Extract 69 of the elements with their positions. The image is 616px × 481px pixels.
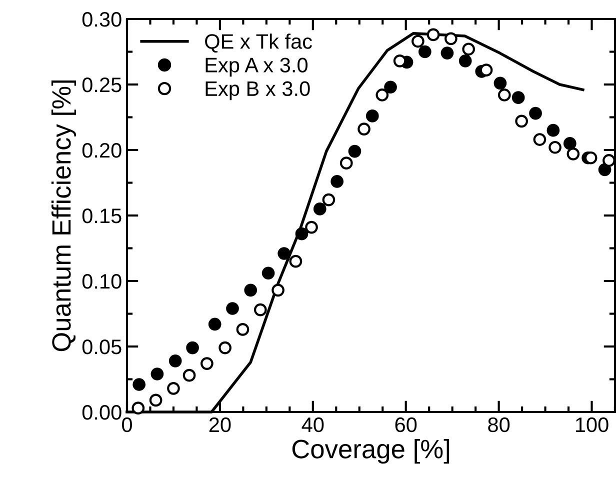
point <box>566 148 580 160</box>
x-axis-title: Coverage [%] <box>292 439 450 464</box>
point <box>366 110 379 122</box>
point <box>322 193 336 206</box>
point <box>426 28 440 42</box>
point <box>289 254 302 268</box>
point <box>376 88 389 102</box>
point <box>330 175 344 188</box>
y-axis-title: Quantum Efficiency [%] <box>51 80 76 352</box>
point <box>167 382 180 395</box>
point <box>529 106 542 120</box>
point <box>226 302 239 315</box>
point <box>313 202 326 216</box>
legend-label: QE x Tk fac <box>205 34 312 53</box>
point <box>598 163 612 176</box>
y-tick-label: 0.30 <box>82 12 122 27</box>
point <box>480 64 493 77</box>
point <box>218 341 232 354</box>
point <box>262 266 275 280</box>
point <box>182 368 196 382</box>
x-tick-label: 100 <box>576 417 608 432</box>
y-tick-label: 0.20 <box>82 143 122 158</box>
y-tick-label: 0.05 <box>82 340 122 354</box>
point <box>278 247 291 260</box>
x-tick-label: 20 <box>209 417 231 432</box>
point <box>340 156 353 170</box>
point <box>295 227 308 240</box>
y-tick-label: 0.10 <box>82 274 122 289</box>
y-tick-label: 0.15 <box>82 208 122 224</box>
point <box>512 91 525 104</box>
point <box>208 318 222 331</box>
point <box>444 32 458 46</box>
point <box>348 144 362 158</box>
x-tick-label: 40 <box>302 417 324 432</box>
point <box>132 378 146 391</box>
point <box>150 368 164 380</box>
point <box>498 88 511 102</box>
point <box>168 354 182 368</box>
point <box>393 54 406 68</box>
point <box>418 45 432 58</box>
point <box>200 357 214 370</box>
point <box>358 122 370 136</box>
point <box>244 284 258 297</box>
point <box>563 137 576 150</box>
point <box>458 54 472 68</box>
x-tick-label: 60 <box>395 417 417 432</box>
point <box>412 34 424 48</box>
point <box>305 220 318 234</box>
legend-label: Exp B x 3.0 <box>206 81 310 100</box>
point <box>254 303 267 316</box>
point <box>494 76 507 90</box>
y-tick-label: 0.25 <box>82 78 122 92</box>
point <box>602 154 616 167</box>
point <box>186 341 199 354</box>
point <box>462 42 476 56</box>
point <box>440 46 454 60</box>
point <box>546 124 560 137</box>
x-tick-label: 0 <box>122 417 132 432</box>
point <box>515 114 528 128</box>
point <box>548 140 562 154</box>
point <box>149 394 162 407</box>
legend-label: Exp A x 3.0 <box>206 58 308 77</box>
point <box>236 323 250 336</box>
point <box>132 402 145 414</box>
x-tick-label: 80 <box>488 417 510 432</box>
y-tick-label: 0.00 <box>82 405 122 420</box>
point <box>272 284 284 297</box>
point <box>533 133 546 146</box>
point <box>384 80 397 94</box>
